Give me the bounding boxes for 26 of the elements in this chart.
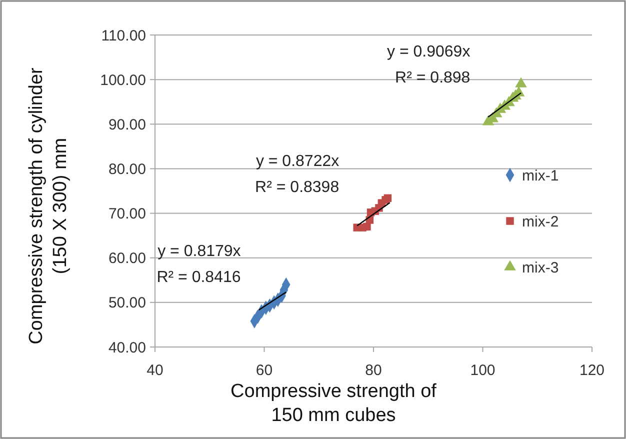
y-tick-label: 80.00 (108, 160, 146, 178)
y-tick-label: 90.00 (108, 116, 146, 134)
annotation: y = 0.8179x (158, 242, 241, 260)
y-tick-label: 70.00 (108, 206, 146, 223)
point (515, 77, 527, 88)
legend-label: mix-2 (522, 213, 559, 230)
legend-label: mix-3 (522, 259, 559, 276)
legend-label: mix-1 (522, 167, 559, 184)
y-axis-title: Compressive strength of cylinder (150 X 300) mm (26, 66, 71, 344)
annotation: R² = 0.8398 (255, 179, 340, 196)
x-tick-label: 120 (579, 362, 605, 379)
annotation: y = 0.8722x (256, 153, 340, 170)
y-tick-label: 50.00 (108, 294, 146, 312)
x-tick-label: 40 (146, 362, 164, 379)
y-tick-label: 40.00 (108, 339, 146, 356)
x-axis-title: Compressive strength of 150 mm cubes (230, 381, 438, 426)
annotation: y = 0.9069x (387, 44, 470, 61)
y-tick-label: 60.00 (108, 250, 146, 268)
y-tick-label: 100.00 (100, 72, 146, 89)
point (384, 194, 392, 202)
annotation: R² = 0.898 (395, 70, 470, 87)
y-tick-label: 110.00 (101, 27, 146, 44)
annotation: R² = 0.8416 (156, 268, 241, 286)
x-tick-label: 80 (365, 362, 382, 379)
x-tick-label: 60 (256, 362, 273, 379)
x-tick-label: 100 (470, 362, 496, 379)
